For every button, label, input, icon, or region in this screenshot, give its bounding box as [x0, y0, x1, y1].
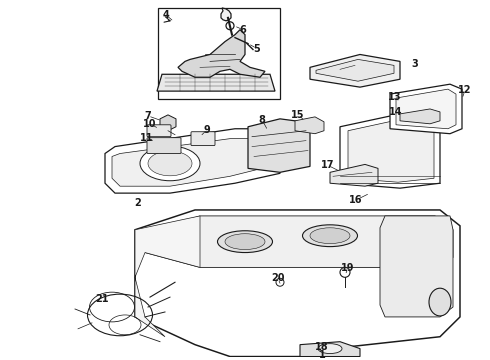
Text: 11: 11: [140, 133, 154, 143]
FancyBboxPatch shape: [147, 125, 171, 137]
Polygon shape: [396, 89, 456, 129]
Text: 9: 9: [204, 125, 210, 135]
FancyBboxPatch shape: [147, 138, 181, 153]
Polygon shape: [400, 109, 440, 124]
Text: 16: 16: [349, 195, 363, 205]
Polygon shape: [248, 119, 310, 172]
Polygon shape: [178, 30, 265, 77]
Polygon shape: [340, 114, 440, 188]
Polygon shape: [105, 129, 280, 193]
Polygon shape: [380, 216, 453, 317]
Polygon shape: [160, 115, 176, 131]
Polygon shape: [330, 165, 378, 186]
Ellipse shape: [318, 344, 342, 354]
Text: 8: 8: [259, 115, 266, 125]
Text: 15: 15: [291, 110, 305, 120]
Circle shape: [276, 278, 284, 286]
Polygon shape: [135, 210, 460, 356]
Text: 5: 5: [254, 44, 260, 54]
Text: 1: 1: [318, 350, 325, 360]
Text: 19: 19: [341, 264, 355, 273]
Ellipse shape: [140, 146, 200, 181]
Text: 20: 20: [271, 273, 285, 283]
Text: 17: 17: [321, 161, 335, 170]
Polygon shape: [145, 216, 453, 267]
Circle shape: [226, 22, 234, 30]
Polygon shape: [221, 8, 231, 21]
Polygon shape: [135, 216, 200, 337]
Circle shape: [340, 267, 350, 277]
Polygon shape: [157, 74, 275, 91]
Ellipse shape: [429, 288, 451, 316]
Text: 3: 3: [412, 59, 418, 69]
FancyBboxPatch shape: [191, 132, 215, 145]
Ellipse shape: [310, 228, 350, 244]
Ellipse shape: [302, 225, 358, 247]
Ellipse shape: [148, 151, 192, 176]
Text: 13: 13: [388, 92, 402, 102]
Ellipse shape: [218, 231, 272, 253]
Polygon shape: [390, 84, 462, 134]
Text: 10: 10: [143, 119, 157, 129]
Ellipse shape: [225, 234, 265, 249]
Text: 12: 12: [458, 85, 472, 95]
Text: 21: 21: [95, 294, 109, 304]
Text: 6: 6: [240, 25, 246, 35]
Text: 7: 7: [145, 111, 151, 121]
Bar: [158, 8, 280, 99]
Text: 2: 2: [135, 198, 142, 208]
Text: 14: 14: [389, 107, 403, 117]
Polygon shape: [300, 342, 360, 356]
Polygon shape: [295, 117, 324, 134]
Polygon shape: [310, 54, 400, 87]
Text: 4: 4: [163, 10, 170, 20]
Text: 18: 18: [315, 342, 329, 352]
Polygon shape: [348, 120, 434, 182]
Polygon shape: [316, 59, 394, 81]
Polygon shape: [112, 139, 270, 186]
